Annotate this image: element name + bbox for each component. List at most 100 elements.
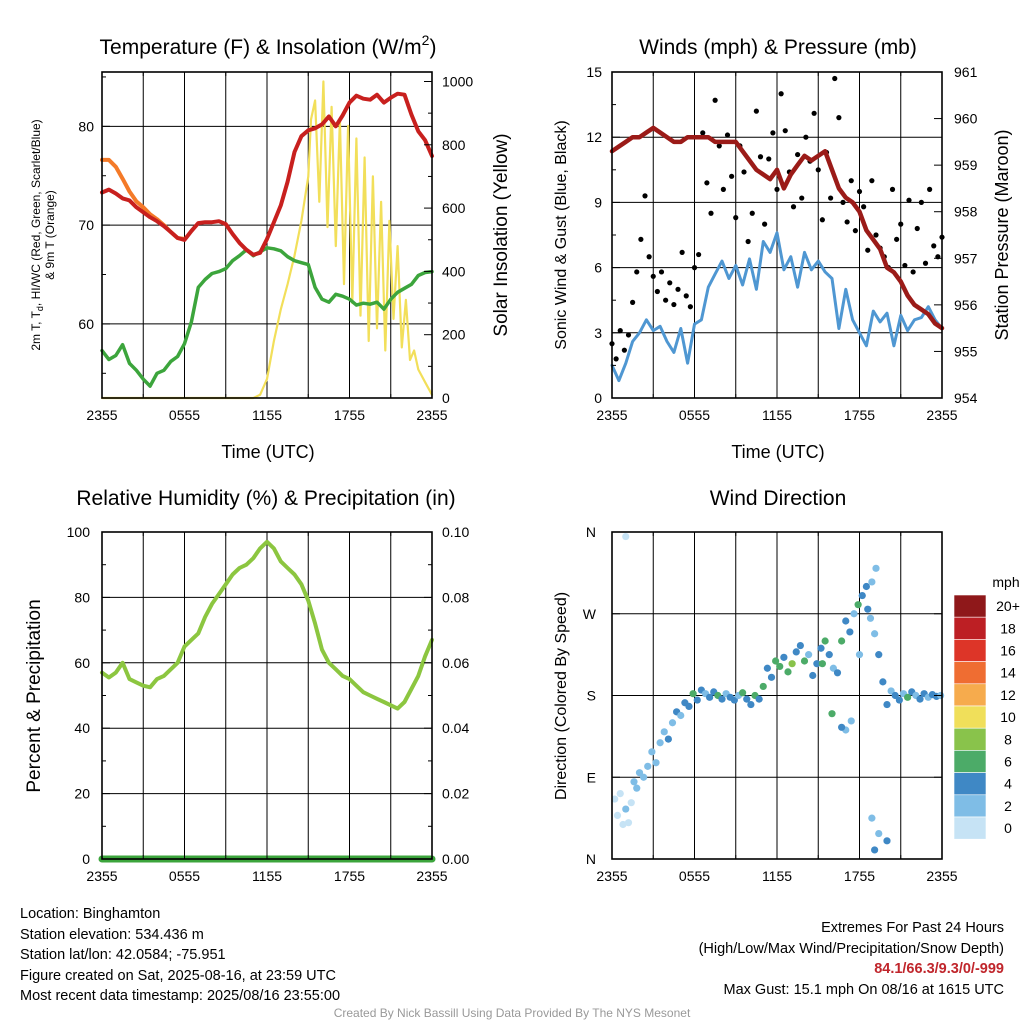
x-tick-label: 1155 <box>252 407 282 423</box>
y-tick-label: 0 <box>594 390 602 406</box>
gust-point <box>894 236 900 242</box>
direction-point <box>868 814 876 822</box>
direction-point <box>879 678 887 686</box>
direction-point <box>854 601 862 609</box>
colorbar-label: 10 <box>1000 709 1016 725</box>
gust-point <box>700 130 706 136</box>
direction-point <box>805 651 813 659</box>
gust-point <box>704 180 710 186</box>
direction-point <box>776 662 784 671</box>
credit-text: Created By Nick Bassill Using Data Provi… <box>333 1006 691 1020</box>
x-axis-label: Time (UTC) <box>221 442 314 462</box>
y2-tick-label: 0.06 <box>442 655 469 671</box>
gust-point <box>683 293 689 299</box>
direction-point <box>677 711 685 720</box>
direction-point <box>780 653 788 661</box>
direction-point <box>648 748 656 756</box>
gust-point <box>832 75 838 82</box>
direction-point <box>872 564 880 572</box>
gust-point <box>902 262 908 269</box>
dewpoint-line <box>100 246 434 388</box>
gust-point <box>848 178 854 184</box>
y2-axis-label: Solar Insolation (Yellow) <box>491 133 512 336</box>
gust-point <box>782 128 788 134</box>
y-axis-label: 2m T, Td, HI/WC (Red, Green, Scarlet/Blu… <box>29 119 45 350</box>
gust-point <box>836 115 842 121</box>
gust-point <box>828 195 834 201</box>
gust-point <box>898 221 904 227</box>
gust-point <box>741 169 747 175</box>
direction-point <box>825 651 833 659</box>
y-axis-label: Percent & Precipitation <box>24 599 45 792</box>
x-tick-label: 2355 <box>596 868 627 884</box>
colorbar-swatch <box>953 594 987 618</box>
gust-point <box>687 304 693 310</box>
extremes-fields: (High/Low/Max Wind/Precipitation/Snow De… <box>698 940 1004 957</box>
x-tick-label: 0555 <box>169 407 200 423</box>
x-tick-label: 1755 <box>844 868 875 884</box>
y2-tick-label: 958 <box>954 204 978 220</box>
direction-point <box>693 696 701 704</box>
direction-point <box>656 739 664 747</box>
y-tick-label: 0 <box>82 851 90 867</box>
x-tick-label: 1155 <box>252 868 282 884</box>
chart-title: Temperature (F) & Insolation (W/m2) <box>100 32 437 59</box>
direction-point <box>630 778 638 786</box>
direction-point <box>622 532 630 541</box>
direction-point <box>838 637 846 645</box>
direction-point <box>883 700 891 709</box>
colorbar-swatch <box>953 772 987 796</box>
colorbar-label: 20+ <box>996 598 1020 614</box>
gust-point <box>766 156 772 162</box>
direction-point <box>800 657 809 665</box>
direction-point <box>616 790 624 798</box>
gust-point <box>753 108 759 114</box>
gust-point <box>724 132 731 138</box>
y2-tick-label: 0 <box>442 390 450 406</box>
recent-data-text: Most recent data timestamp: 2025/08/16 2… <box>20 988 341 1004</box>
gust-point <box>931 243 937 249</box>
gust-point <box>716 143 722 149</box>
location-text: Location: Binghamton <box>20 906 161 922</box>
direction-point <box>858 591 866 600</box>
x-tick-label: 2355 <box>86 868 117 884</box>
colorbar-swatch <box>953 705 987 729</box>
x-tick-label: 0555 <box>169 868 200 884</box>
colorbar-swatch <box>953 727 987 751</box>
gust-point <box>634 269 640 275</box>
gust-point <box>803 134 809 140</box>
gust-point <box>762 221 768 227</box>
colorbar-swatch <box>953 683 987 707</box>
direction-point <box>706 693 714 701</box>
x-tick-label: 1755 <box>334 407 365 423</box>
direction-point <box>818 660 826 668</box>
direction-point <box>809 671 817 680</box>
gust-point <box>642 193 648 199</box>
elevation-text: Station elevation: 534.436 m <box>20 926 204 943</box>
y2-tick-label: 1000 <box>442 73 473 89</box>
y2-tick-label: 957 <box>954 250 978 266</box>
x-tick-label: 1155 <box>762 407 792 423</box>
gust-point <box>861 204 867 210</box>
y2-tick-label: 954 <box>954 390 978 406</box>
y2-tick-label: 400 <box>442 263 466 279</box>
y-tick-label: 9 <box>594 194 602 210</box>
y-axis-label-line2: & 9m T (Orange) <box>43 190 57 280</box>
y-tick-label: N <box>586 524 596 540</box>
direction-point <box>772 657 780 665</box>
y-tick-label: S <box>587 688 596 704</box>
y2-tick-label: 0.10 <box>442 524 469 540</box>
direction-point <box>633 784 641 792</box>
direction-point <box>868 578 876 586</box>
gust-point <box>745 238 751 245</box>
gust-point <box>646 254 652 260</box>
x-tick-label: 2355 <box>926 407 957 423</box>
y-tick-label: 40 <box>74 720 90 736</box>
y-tick-label: 80 <box>74 589 90 605</box>
direction-point <box>619 820 627 829</box>
chart-title: Wind Direction <box>710 487 847 510</box>
gust-point <box>638 236 644 242</box>
gust-point <box>658 269 665 275</box>
